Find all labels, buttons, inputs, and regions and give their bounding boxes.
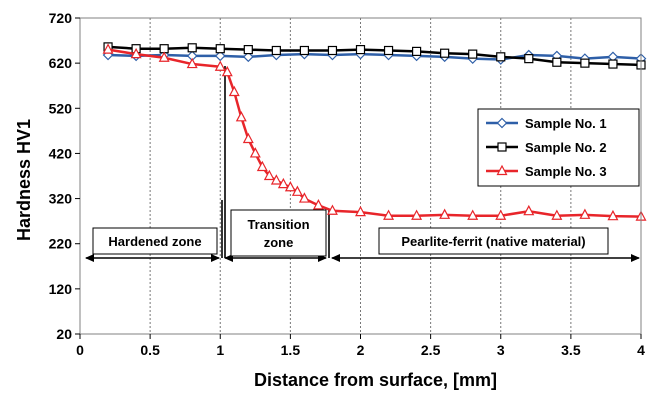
data-point-triangle xyxy=(249,147,261,158)
y-tick-label: 220 xyxy=(49,236,73,252)
zone-arrow-head xyxy=(631,254,640,262)
legend-entry: Sample No. 1 xyxy=(486,116,607,131)
data-point-triangle xyxy=(256,160,268,172)
y-axis-ticks: 20 120 220 320 420 520 620 720 xyxy=(49,10,80,342)
data-point-square xyxy=(468,49,478,59)
series-sample-no-3 xyxy=(102,43,647,221)
data-point-triangle xyxy=(130,47,142,59)
data-point-triangle xyxy=(277,177,289,189)
data-point-triangle xyxy=(355,205,366,217)
zone-label-box xyxy=(92,227,218,255)
y-tick-label: 720 xyxy=(49,10,73,26)
data-point-triangle xyxy=(551,209,563,220)
data-point-square xyxy=(215,44,225,54)
x-tick-label: 3.5 xyxy=(561,342,581,358)
y-tick-label: 620 xyxy=(49,55,73,71)
legend-label: Sample No. 2 xyxy=(525,140,607,155)
data-point-triangle xyxy=(467,209,479,220)
data-point-triangle xyxy=(383,209,395,220)
data-point-triangle xyxy=(235,111,247,122)
y-axis-label: Hardness HV1 xyxy=(14,119,34,241)
x-tick-label: 3 xyxy=(497,342,505,358)
data-point-triangle xyxy=(263,169,275,181)
data-point-triangle xyxy=(186,57,198,69)
data-point-square xyxy=(412,46,422,57)
x-tick-label: 1 xyxy=(216,342,224,358)
data-point-triangle xyxy=(298,192,310,203)
x-tick-label: 2 xyxy=(357,342,365,358)
data-point-diamond xyxy=(242,51,254,63)
series-line xyxy=(107,45,642,67)
x-axis-ticks: 0 0.5 1 1.5 2 2.5 3 3.5 4 xyxy=(76,334,645,358)
data-point-diamond xyxy=(214,50,226,62)
x-tick-label: 0 xyxy=(76,342,84,358)
data-point-square xyxy=(355,44,366,55)
zone-arrow-head xyxy=(211,254,220,262)
data-point-square xyxy=(608,59,618,69)
zone-label: Transition xyxy=(247,217,309,232)
data-point-square xyxy=(243,44,253,55)
data-point-square xyxy=(497,142,507,152)
y-tick-label: 20 xyxy=(56,326,72,342)
data-point-square xyxy=(552,57,562,67)
data-point-triangle xyxy=(579,208,591,219)
zone-label: Pearlite-ferrit (native material) xyxy=(401,234,585,249)
data-point-diamond xyxy=(496,117,508,129)
data-point-triangle xyxy=(221,65,233,77)
x-axis-label: Distance from surface, [mm] xyxy=(254,370,497,390)
legend-label: Sample No. 1 xyxy=(525,116,607,131)
legend-entry: Sample No. 2 xyxy=(486,140,607,155)
zone-label: Hardened zone xyxy=(108,234,201,249)
legend-label: Sample No. 3 xyxy=(525,164,607,179)
x-tick-label: 1.5 xyxy=(281,342,301,358)
data-point-triangle xyxy=(158,51,170,62)
data-point-square xyxy=(496,52,506,62)
data-point-square xyxy=(383,45,394,56)
data-point-triangle xyxy=(214,60,226,71)
legend-entry: Sample No. 3 xyxy=(486,164,607,179)
data-point-square xyxy=(187,43,197,53)
x-tick-label: 2.5 xyxy=(421,342,441,358)
x-tick-label: 4 xyxy=(637,342,645,358)
data-point-square xyxy=(271,45,281,56)
data-point-triangle xyxy=(228,85,240,97)
data-point-triangle xyxy=(102,43,114,54)
y-tick-label: 420 xyxy=(49,145,73,161)
zone-label: zone xyxy=(264,235,294,250)
data-point-triangle xyxy=(496,164,508,176)
data-point-triangle xyxy=(411,209,423,220)
y-tick-label: 320 xyxy=(49,191,73,207)
data-point-triangle xyxy=(326,204,338,215)
data-point-square xyxy=(327,45,338,56)
data-point-triangle xyxy=(495,209,507,220)
x-tick-label: 0.5 xyxy=(140,342,160,358)
data-point-triangle xyxy=(439,208,451,219)
data-point-triangle xyxy=(607,209,619,221)
data-point-square xyxy=(524,54,534,64)
data-point-triangle xyxy=(523,204,535,216)
data-point-triangle xyxy=(242,132,254,144)
data-point-triangle xyxy=(270,174,282,185)
y-tick-label: 520 xyxy=(49,100,73,116)
data-point-triangle xyxy=(284,181,296,192)
data-point-square xyxy=(580,58,590,68)
zone-annotations: Hardened zone Transition zone Pearlite-ferr… xyxy=(85,66,640,262)
data-point-square xyxy=(440,48,450,58)
legend: Sample No. 1 Sample No. 2 Sample No. 3 xyxy=(477,108,640,187)
zone-label-box xyxy=(230,209,327,257)
y-tick-label: 120 xyxy=(49,281,73,297)
zone-arrow-head xyxy=(85,254,94,262)
data-point-square xyxy=(299,45,309,56)
zone-label-box xyxy=(378,227,609,255)
zone-arrow-head xyxy=(331,254,340,262)
data-point-triangle xyxy=(291,185,303,196)
data-point-triangle xyxy=(312,199,324,210)
